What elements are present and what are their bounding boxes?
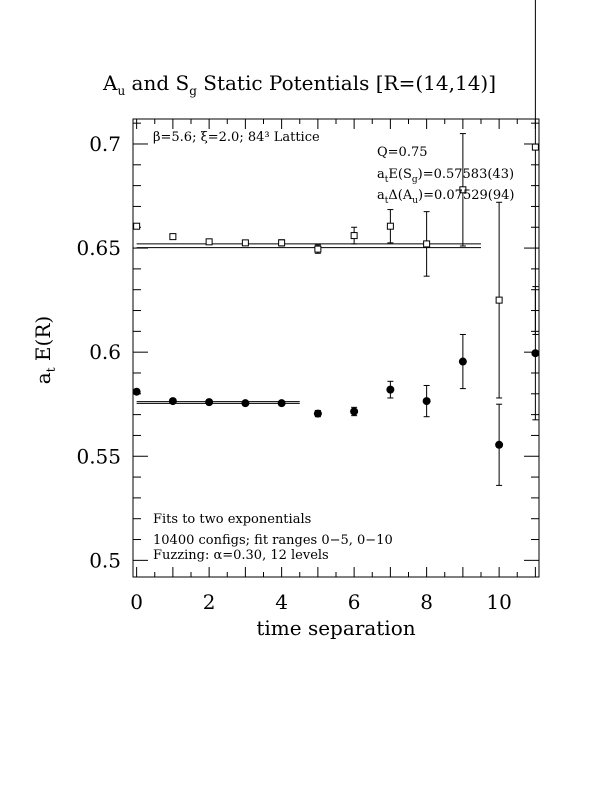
y-tick-label: 0.7 <box>89 132 121 156</box>
data-point-S_g <box>132 387 141 396</box>
data-point-S_g <box>495 440 504 449</box>
energy-annotation: atE(Sg)=0.57583(43) <box>377 167 514 185</box>
data-point-S_g <box>458 357 467 366</box>
data-point-S_g <box>531 349 540 358</box>
data-point-S_g <box>422 397 431 406</box>
data-point-A_u <box>133 222 141 230</box>
data-point-A_u <box>241 239 249 247</box>
data-point-A_u <box>169 233 177 241</box>
fuzzing-annotation: Fuzzing: α=0.30, 12 levels <box>153 548 329 563</box>
data-point-A_u <box>459 186 467 194</box>
x-tick-label: 6 <box>348 590 361 614</box>
data-point-A_u <box>350 232 358 240</box>
q-annotation: Q=0.75 <box>377 145 428 160</box>
axis-ticks: 0 2 4 6 8 10 0.5 0.55 0.6 0.65 0.7 <box>76 119 539 614</box>
data-point-A_u <box>314 245 322 253</box>
gap-annotation: atΔ(Au)=0.07529(94) <box>377 188 514 206</box>
y-tick-label: 0.65 <box>76 236 121 260</box>
data-point-A_u <box>531 143 539 151</box>
x-tick-label: 2 <box>203 590 216 614</box>
data-point-S_g <box>241 399 250 408</box>
chart-title: Au and Sg Static Potentials [R=(14,14)] <box>102 71 496 98</box>
x-tick-label: 8 <box>420 590 433 614</box>
data-point-S_g <box>386 385 395 394</box>
fits-annotation: Fits to two exponentials <box>153 512 311 527</box>
data-point-S_g <box>350 407 359 416</box>
data-point-S_g <box>168 397 177 406</box>
fit-lines <box>136 243 481 404</box>
y-tick-label: 0.55 <box>76 444 121 468</box>
y-tick-label: 0.6 <box>89 340 121 364</box>
data-point-A_u <box>423 240 431 248</box>
x-axis-label: time separation <box>256 616 415 640</box>
configs-annotation: 10400 configs; fit ranges 0−5, 0−10 <box>153 533 393 548</box>
data-point-S_g <box>313 409 322 418</box>
data-point-A_u <box>278 239 286 247</box>
x-tick-label: 10 <box>486 590 511 614</box>
y-tick-label: 0.5 <box>89 548 121 572</box>
data-point-S_g <box>205 398 214 407</box>
lattice-annotation: β=5.6; ξ=2.0; 84³ Lattice <box>153 130 320 145</box>
data-point-A_u <box>495 296 503 304</box>
x-tick-label: 4 <box>275 590 288 614</box>
x-tick-label: 0 <box>130 590 143 614</box>
data-points <box>132 0 540 486</box>
data-point-A_u <box>386 222 394 230</box>
data-point-S_g <box>277 399 286 408</box>
y-axis-label: at E(R) <box>31 316 58 384</box>
data-point-A_u <box>205 238 213 246</box>
